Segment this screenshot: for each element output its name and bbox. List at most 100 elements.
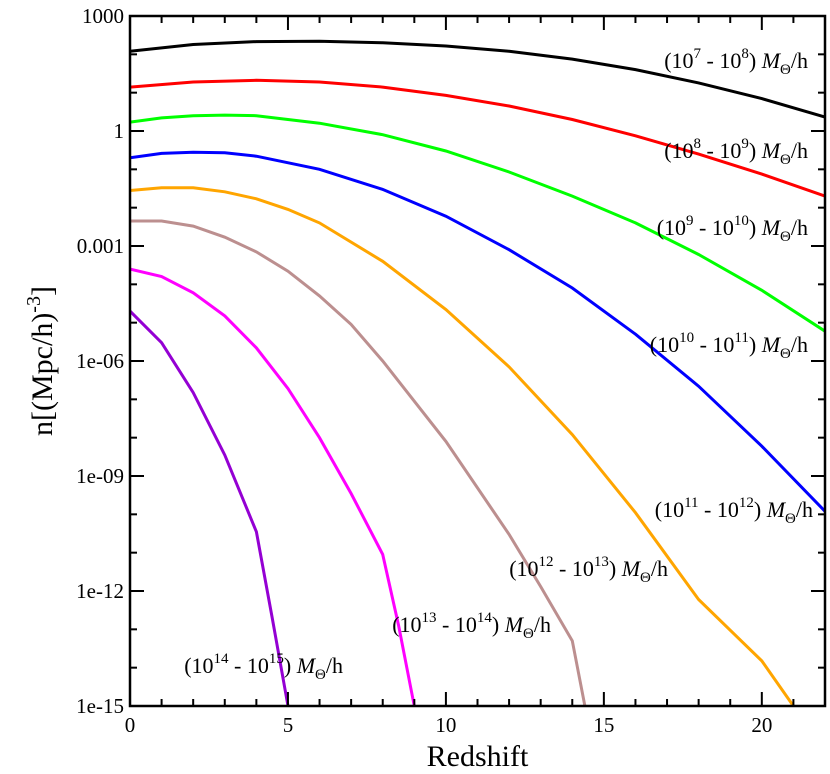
series-line-3	[130, 150, 825, 513]
series-label-sup1: 11	[684, 495, 698, 511]
series-label-sub: Θ	[523, 626, 534, 642]
series-label-close: )	[749, 138, 762, 163]
series-label-sup1: 10	[679, 330, 694, 346]
series-line-4	[130, 186, 795, 706]
series-label-open: (10	[509, 556, 538, 581]
series-label-sup2: 12	[739, 495, 754, 511]
series-label-1: (108 - 109) MΘ/h	[664, 136, 808, 168]
series-label-close: )	[754, 497, 767, 522]
series-label-6: (1013 - 1014) MΘ/h	[392, 610, 551, 642]
series-label-sup1: 8	[694, 136, 702, 152]
series-label-mid: - 10	[701, 48, 741, 73]
series-label-tail: /h	[791, 48, 808, 73]
series-label-msym: M	[761, 215, 782, 240]
series-label-sup2: 10	[734, 213, 749, 229]
series-label-mid: - 10	[701, 138, 741, 163]
series-label-close: )	[609, 556, 622, 581]
series-line-1	[130, 78, 825, 198]
series-label-msym: M	[621, 556, 642, 581]
series-label-3: (1010 - 1011) MΘ/h	[650, 330, 808, 362]
y-tick-label: 1e-15	[76, 694, 124, 718]
series-label-tail: /h	[651, 556, 668, 581]
series-label-sup2: 9	[741, 136, 749, 152]
x-tick-label: 5	[283, 713, 294, 737]
series-label-mid: - 10	[694, 215, 734, 240]
series-label-open: (10	[392, 612, 421, 637]
series-label-sub: Θ	[780, 152, 791, 168]
series-label-mid: - 10	[437, 612, 477, 637]
plot-frame	[128, 14, 827, 708]
series-line-0	[130, 39, 825, 119]
series-label-sub: Θ	[780, 346, 791, 362]
y-axis-title: n[(Mpc/h)-3]	[23, 286, 59, 436]
series-label-msym: M	[296, 653, 317, 678]
series-label-open: (10	[184, 653, 213, 678]
series-label-tail: /h	[791, 138, 808, 163]
series-label-sub: Θ	[780, 62, 791, 78]
y-tick-label: 1e-12	[76, 579, 124, 603]
y-tick-label: 1e-09	[76, 464, 124, 488]
series-label-tail: /h	[791, 215, 808, 240]
series-labels: (107 - 108) MΘ/h(108 - 109) MΘ/h(109 - 1…	[184, 46, 813, 683]
series-label-msym: M	[766, 497, 787, 522]
series-label-open: (10	[655, 497, 684, 522]
series-label-sup1: 14	[214, 651, 230, 667]
series-label-close: )	[749, 48, 762, 73]
series-line-2	[130, 113, 825, 333]
series-label-msym: M	[504, 612, 525, 637]
series-label-msym: M	[761, 138, 782, 163]
series-label-msym: M	[761, 48, 782, 73]
series-label-mid: - 10	[694, 332, 734, 357]
series-label-tail: /h	[326, 653, 343, 678]
x-tick-label: 0	[125, 713, 136, 737]
series-label-tail: /h	[534, 612, 551, 637]
series-label-5: (1012 - 1013) MΘ/h	[509, 554, 668, 586]
series-label-4: (1011 - 1012) MΘ/h	[655, 495, 813, 527]
series-label-open: (10	[664, 138, 693, 163]
y-axis-title-prefix: n[(Mpc/h)	[26, 313, 59, 436]
series-label-sup1: 13	[422, 610, 437, 626]
series-line-7	[130, 310, 290, 706]
x-tick-label: 15	[593, 713, 614, 737]
y-axis-title-suffix: ]	[26, 286, 59, 296]
series-label-msym: M	[761, 332, 782, 357]
x-tick-label: 20	[751, 713, 772, 737]
series-label-7: (1014 - 1015) MΘ/h	[184, 651, 343, 683]
series-label-close: )	[492, 612, 505, 637]
series-label-close: )	[284, 653, 297, 678]
series-line-5	[130, 219, 587, 706]
series-label-0: (107 - 108) MΘ/h	[664, 46, 808, 78]
series-layer	[130, 39, 825, 706]
series-label-tail: /h	[791, 332, 808, 357]
series-label-sup1: 7	[694, 46, 702, 62]
series-label-sub: Θ	[785, 511, 796, 527]
series-label-open: (10	[664, 48, 693, 73]
y-tick-label: 1000	[82, 4, 124, 28]
ticks-layer: 0 5 10 15 20 1000 1 0.001 1e-06 1e-09 1e-12 1e-15	[76, 4, 826, 737]
series-label-open: (10	[650, 332, 679, 357]
series-label-mid: - 10	[554, 556, 594, 581]
x-tick-label: 10	[435, 713, 456, 737]
series-line-6	[130, 267, 416, 706]
series-label-sup1: 9	[686, 213, 694, 229]
series-label-close: )	[749, 215, 762, 240]
series-label-sup2: 14	[477, 610, 493, 626]
y-axis-title-sup: -3	[23, 296, 45, 313]
y-tick-label: 0.001	[77, 234, 124, 258]
series-label-sup2: 13	[594, 554, 609, 570]
series-label-sub: Θ	[315, 667, 326, 683]
series-label-open: (10	[657, 215, 686, 240]
series-label-mid: - 10	[699, 497, 739, 522]
series-label-close: )	[749, 332, 762, 357]
series-label-sup1: 12	[539, 554, 554, 570]
x-axis-title: Redshift	[427, 740, 529, 773]
series-label-2: (109 - 1010) MΘ/h	[657, 213, 808, 245]
series-label-sup2: 11	[734, 330, 748, 346]
y-tick-label: 1	[114, 119, 125, 143]
series-label-sub: Θ	[780, 229, 791, 245]
series-label-sup2: 8	[741, 46, 749, 62]
y-tick-label: 1e-06	[76, 349, 124, 373]
series-label-sup2: 15	[269, 651, 284, 667]
series-label-tail: /h	[796, 497, 813, 522]
